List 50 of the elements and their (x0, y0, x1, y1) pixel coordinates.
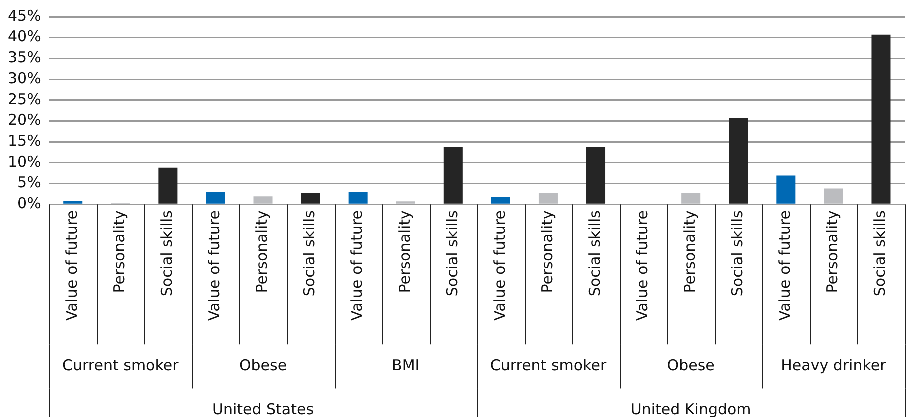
x-tick-label: Value of future (206, 210, 224, 322)
y-tick-label: 30% (8, 69, 42, 88)
bar (538, 193, 558, 204)
x-tick-label: Value of future (776, 210, 794, 322)
bar (776, 176, 796, 204)
x-tick-label: Value of future (63, 210, 81, 322)
bar (586, 147, 606, 204)
text: Current smoker (490, 356, 608, 374)
x-tick-label: Personality (396, 210, 414, 294)
bar (206, 192, 226, 204)
y-tick-label: 0% (18, 194, 42, 212)
text: Obese (239, 356, 288, 374)
bar (158, 168, 178, 204)
x-tick-label: Personality (824, 210, 842, 294)
y-tick-label: 20% (8, 111, 42, 130)
y-tick-label: 45% (8, 6, 42, 25)
bar (64, 201, 83, 204)
y-tick-label: 5% (18, 174, 42, 192)
y-tick-label: 25% (8, 90, 42, 108)
x-tick-label: Social skills (443, 210, 462, 297)
x-tick-label: Social skills (300, 210, 319, 297)
x-tick-label: Social skills (871, 210, 890, 297)
x-tick-label: Value of future (490, 210, 509, 322)
bar (682, 193, 701, 204)
x-tick-label: Value of future (348, 210, 366, 322)
x-tick-label: Personality (538, 210, 556, 294)
bar (301, 193, 320, 204)
x-tick-label: Personality (680, 210, 699, 294)
x-tick-label: Social skills (158, 210, 176, 297)
text: Obese (667, 356, 715, 374)
bar (729, 118, 748, 204)
y-tick-label: 35% (8, 48, 42, 67)
text: Heavy drinker (781, 356, 888, 374)
bar (444, 147, 463, 204)
x-tick-label: Personality (253, 210, 272, 294)
y-tick-label: 15% (8, 132, 42, 150)
x-tick-label: Social skills (728, 210, 747, 297)
x-tick-label: Value of future (633, 210, 652, 322)
x-tick-label: Personality (110, 210, 129, 294)
bar (872, 34, 891, 204)
bar (254, 196, 273, 204)
text: United States (212, 400, 314, 417)
text: Current smoker (62, 356, 180, 374)
y-tick-label: 10% (8, 152, 42, 171)
bar (824, 188, 844, 204)
x-tick-label: Social skills (586, 210, 604, 297)
text: BMI (392, 356, 420, 374)
bar (348, 192, 368, 204)
bar (491, 197, 510, 204)
y-tick-label: 40% (8, 28, 42, 46)
